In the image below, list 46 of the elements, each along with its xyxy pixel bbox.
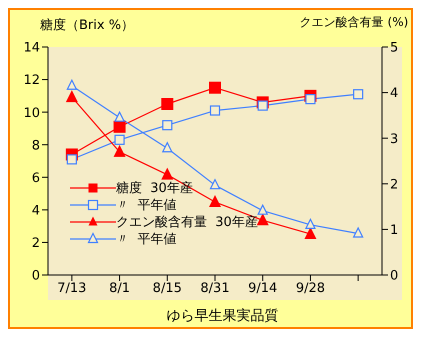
y2-tick-label: 3 [390, 132, 398, 147]
point [353, 227, 364, 238]
point [66, 90, 78, 102]
x-tick-label: 9/28 [296, 281, 326, 296]
x-tick-label: 8/31 [200, 281, 230, 296]
point [210, 179, 220, 190]
point [114, 120, 126, 133]
point [209, 195, 221, 208]
legend-label: 〃 平年値 [116, 230, 176, 248]
point [258, 100, 268, 111]
point [305, 94, 316, 104]
legend-label: クエン酸含有量 30年産 [116, 214, 258, 230]
y2-tick-label: 1 [390, 223, 398, 238]
point [353, 89, 364, 100]
y-tick-label: 10 [23, 106, 40, 121]
point [256, 213, 269, 226]
point [209, 82, 221, 94]
x-tick-label: 7/13 [57, 281, 86, 296]
x-axis-title: ゆら早生果実品質 [166, 307, 280, 325]
y2-tick-label: 2 [390, 177, 398, 192]
point [161, 168, 174, 180]
y-tick-label: 4 [32, 203, 40, 218]
y-tick-label: 12 [23, 73, 40, 88]
point [258, 204, 268, 215]
point [162, 120, 172, 130]
y2-axis-title: クエン酸含有量 (%) [299, 14, 409, 30]
y2-tick-label: 4 [390, 86, 398, 102]
point [66, 80, 77, 90]
y2-tick-label: 5 [390, 40, 398, 56]
point [210, 105, 220, 116]
y-tick-label: 14 [23, 40, 40, 56]
point [66, 154, 77, 164]
y-tick-label: 6 [32, 170, 40, 186]
x-tick-label: 9/14 [248, 281, 278, 296]
x-tick-label: 8/1 [109, 281, 130, 296]
y-tick-label: 0 [32, 268, 40, 284]
y-tick-label: 2 [32, 236, 40, 252]
y-tick-label: 8 [32, 138, 40, 154]
legend-label: 〃 平年値 [116, 196, 176, 214]
y2-tick-label: 0 [390, 268, 398, 284]
point [114, 144, 126, 157]
y-axis-title: 糖度（Brix %） [40, 17, 134, 34]
x-tick-label: 8/15 [152, 281, 182, 296]
point [114, 134, 125, 145]
point [114, 112, 125, 122]
point [161, 98, 174, 110]
